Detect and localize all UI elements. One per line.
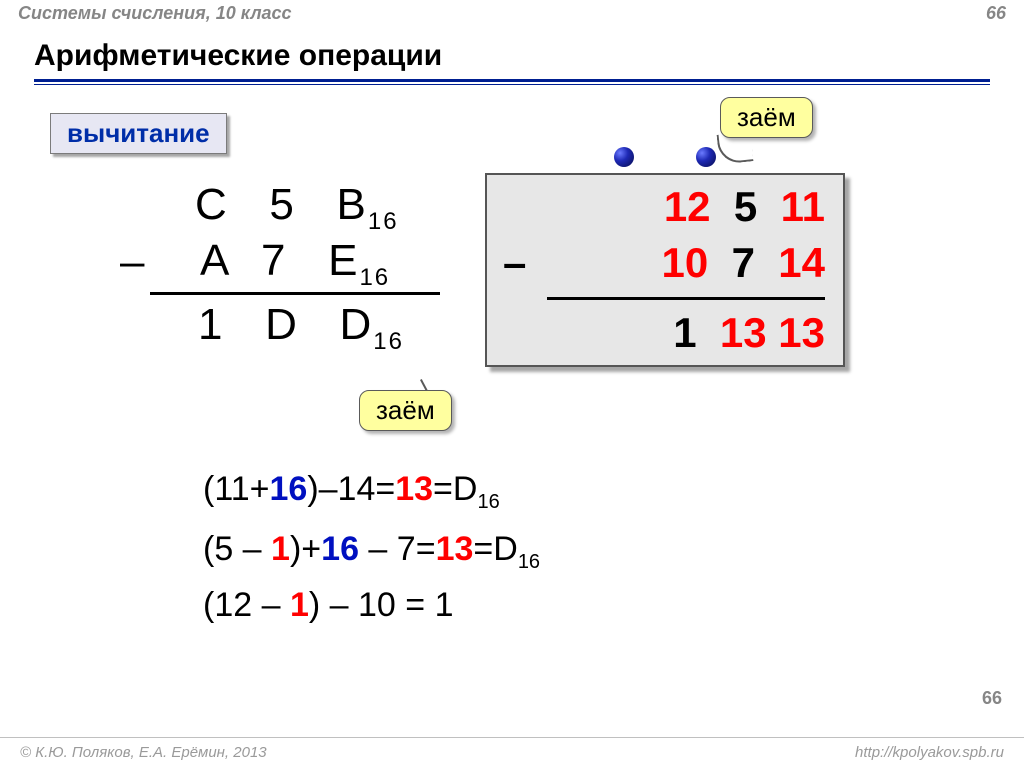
copyright: © К.Ю. Поляков, Е.А. Ерёмин, 2013 (20, 744, 267, 761)
text: ) – 10 = 1 (309, 586, 454, 624)
dec-cell: 11 (781, 183, 825, 230)
hex-digit: 5 (269, 180, 295, 229)
copyright-text: К.Ю. Поляков, Е.А. Ерёмин, 2013 (31, 744, 267, 761)
text-red: 1 (271, 530, 290, 568)
breadcrumb: Системы счисления, 10 класс (18, 3, 292, 24)
text: )–14= (307, 470, 395, 508)
text: =D (433, 470, 477, 508)
dec-cell: 1 (673, 309, 696, 356)
dec-cell: 7 (732, 239, 755, 286)
hex-digit: Е (328, 236, 359, 285)
text-red: 13 (395, 470, 433, 508)
dec-cell: 14 (778, 239, 825, 286)
text-blue: 16 (269, 470, 307, 508)
text: (5 – (203, 530, 271, 568)
dec-row-subtrahend: 10 7 14 (662, 239, 825, 287)
dec-cell: 13 (778, 309, 825, 356)
dec-cell: 12 (664, 183, 711, 230)
dec-rule (547, 297, 825, 300)
text-blue: 16 (321, 530, 359, 568)
text: (12 – (203, 586, 290, 624)
hex-digit: 1 (198, 300, 224, 349)
hex-digit: В (337, 180, 368, 229)
callout-borrow-bottom: заём (359, 390, 452, 431)
title-rule-thin (34, 84, 990, 85)
title-rule-thick (34, 79, 990, 82)
borrow-dot-left (614, 147, 634, 167)
borrow-dot-right (696, 147, 716, 167)
page-number-bottom: 66 (982, 688, 1002, 709)
page-title: Арифметические операции (34, 39, 990, 73)
base-subscript: 16 (477, 491, 499, 513)
hex-digit: С (195, 180, 229, 229)
hex-digit: D (265, 300, 299, 349)
hex-digit: 7 (261, 236, 287, 285)
hex-rule (150, 292, 440, 295)
hex-digit: D (340, 300, 374, 349)
explanation-line-1: (11+16)–14=13=D16 (203, 470, 500, 514)
hex-digit: А (200, 236, 231, 285)
text: )+ (290, 530, 321, 568)
operation-label: вычитание (50, 113, 227, 154)
base-subscript: 16 (518, 551, 540, 573)
slide-footer: © К.Ю. Поляков, Е.А. Ерёмин, 2013 http:/… (0, 737, 1024, 767)
base-subscript: 16 (368, 208, 399, 235)
page-number-top: 66 (986, 3, 1006, 24)
slide-header: Системы счисления, 10 класс 66 (0, 0, 1024, 27)
decimal-expansion-box: 12 5 11 – 10 7 14 1 13 13 (485, 173, 845, 367)
hex-row-result: 1 D D16 (198, 300, 404, 356)
hex-row-subtrahend: А 7 Е16 (200, 236, 390, 292)
hex-minus-sign: – (120, 237, 144, 287)
text: (11+ (203, 470, 269, 508)
explanation-line-3: (12 – 1) – 10 = 1 (203, 586, 453, 625)
callout-borrow-top: заём (720, 97, 813, 138)
explanation-line-2: (5 – 1)+16 – 7=13=D16 (203, 530, 540, 574)
text-red: 13 (436, 530, 474, 568)
base-subscript: 16 (373, 328, 404, 355)
footer-url: http://kpolyakov.spb.ru (855, 744, 1004, 761)
text: – 7= (359, 530, 436, 568)
dec-cell: 10 (662, 239, 709, 286)
hex-row-minuend: С 5 В16 (195, 180, 399, 236)
base-subscript: 16 (359, 264, 390, 291)
dec-cell: 13 (720, 309, 767, 356)
dec-row-minuend: 12 5 11 (664, 183, 825, 231)
dec-minus-sign: – (503, 239, 526, 287)
dec-row-result: 1 13 13 (673, 309, 825, 357)
title-block: Арифметические операции (0, 27, 1024, 85)
text: =D (473, 530, 517, 568)
dec-cell: 5 (734, 183, 757, 230)
text-red: 1 (290, 586, 309, 624)
